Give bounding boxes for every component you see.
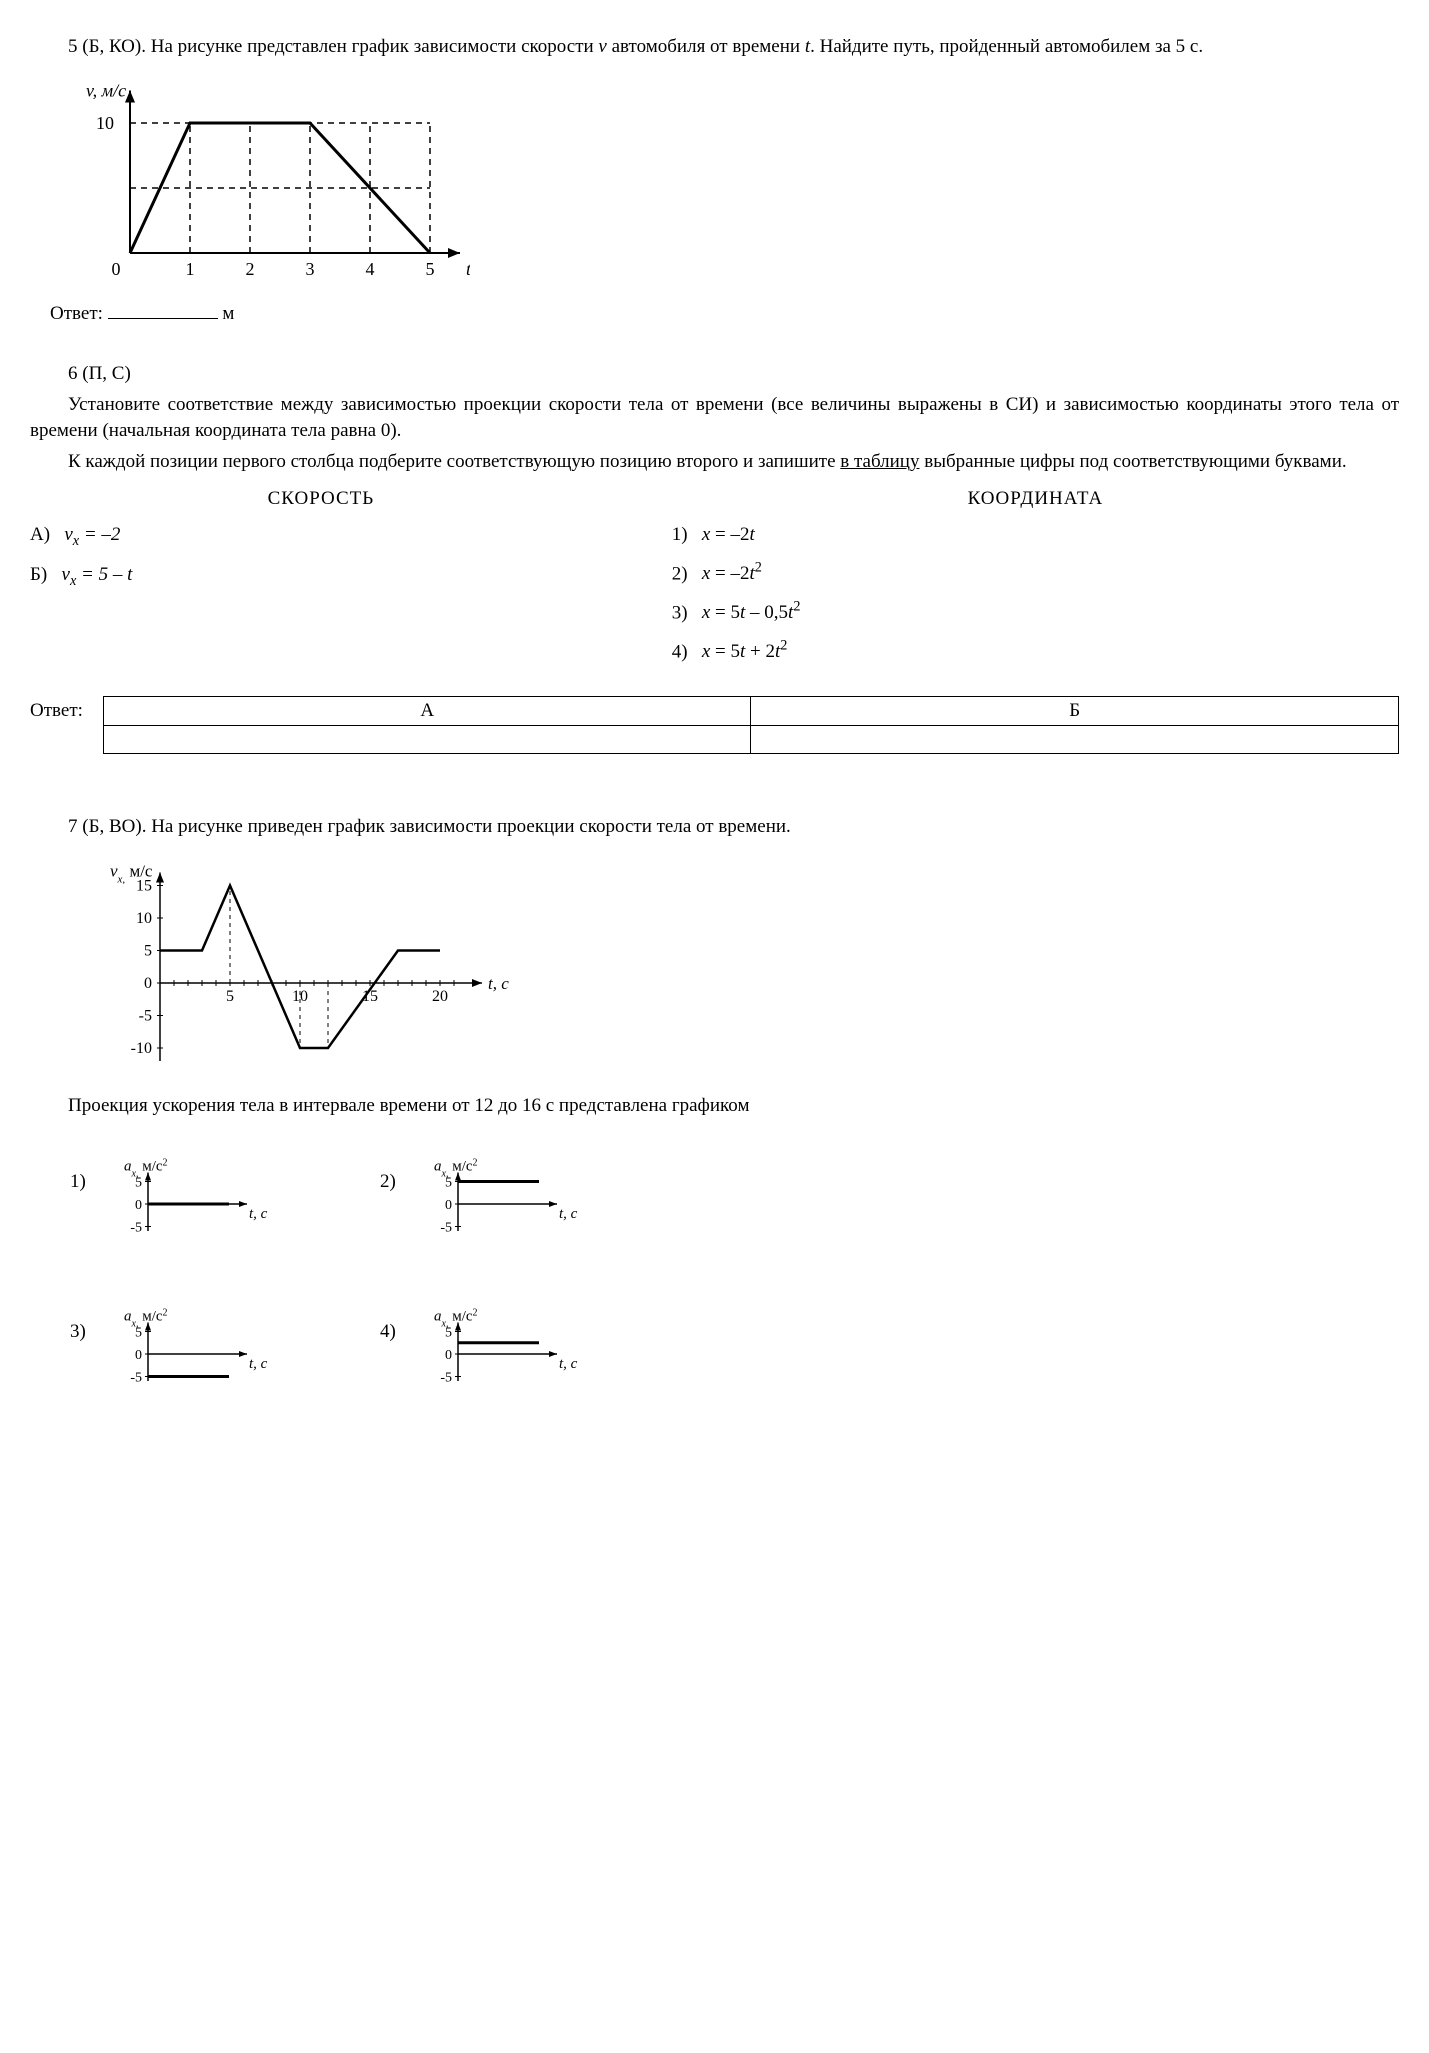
svg-text:t, с: t, с xyxy=(249,1206,268,1222)
r1-expr: x = –2t xyxy=(702,524,755,545)
svg-text:ax, м/с2: ax, м/с2 xyxy=(434,1307,478,1329)
r3-label: 3) xyxy=(672,602,688,623)
q5-answer-row: Ответ: м xyxy=(50,301,1399,328)
svg-text:5: 5 xyxy=(226,988,234,1005)
svg-text:-5: -5 xyxy=(130,1371,142,1386)
q6-text2c: выбранные цифры под соответствующими бук… xyxy=(919,451,1346,472)
r2-expr: x = –2t2 xyxy=(702,563,762,584)
q6-text2b: в таблицу xyxy=(840,451,919,472)
r3-expr: x = 5t – 0,5t2 xyxy=(702,602,801,623)
optA-expr: vx = –2 xyxy=(64,524,120,545)
svg-text:5: 5 xyxy=(144,942,152,959)
q5-answer-blank[interactable] xyxy=(108,318,218,319)
q6-answer-table-row: Ответ: А Б xyxy=(30,696,1399,755)
q7-option[interactable]: 3)-505t, сax, м/с2 xyxy=(70,1299,320,1389)
q7-heading: 7 (Б, ВО). На рисунке приведен график за… xyxy=(30,814,1399,841)
q5-heading-end: . Найдите путь, пройденный автомобилем з… xyxy=(810,36,1203,57)
q6-text1: Установите соответствие между зависимост… xyxy=(30,392,1399,445)
svg-text:0: 0 xyxy=(135,1198,142,1213)
q7-option[interactable]: 2)-505t, сax, м/с2 xyxy=(380,1149,630,1239)
r4-expr: x = 5t + 2t2 xyxy=(702,641,788,662)
svg-text:2: 2 xyxy=(246,259,255,279)
svg-text:0: 0 xyxy=(445,1198,452,1213)
svg-text:-5: -5 xyxy=(130,1221,142,1236)
svg-text:ax, м/с2: ax, м/с2 xyxy=(434,1157,478,1179)
r1-label: 1) xyxy=(672,524,688,545)
svg-text:ax, м/с2: ax, м/с2 xyxy=(124,1157,168,1179)
svg-text:ax, м/с2: ax, м/с2 xyxy=(124,1307,168,1329)
option-number: 1) xyxy=(70,1169,86,1196)
svg-text:0: 0 xyxy=(144,975,152,992)
q5-heading-after: автомобиля от времени xyxy=(607,36,805,57)
q7-question: Проекция ускорения тела в интервале врем… xyxy=(30,1093,1399,1120)
q6-left-header: СКОРОСТЬ xyxy=(30,486,612,513)
var-v: v xyxy=(598,36,606,57)
svg-text:t, с: t, с xyxy=(249,1356,268,1372)
q6-r2: 2) x = –2t2 xyxy=(672,559,1399,588)
svg-text:3: 3 xyxy=(306,259,315,279)
q6-opt-b: Б) vx = 5 – t xyxy=(30,562,612,592)
svg-text:4: 4 xyxy=(366,259,375,279)
svg-text:0: 0 xyxy=(445,1348,452,1363)
optB-expr: vx = 5 – t xyxy=(62,564,133,585)
q5-prompt: 5 (Б, КО). На рисунке представлен график… xyxy=(30,34,1399,61)
svg-text:t, с: t, с xyxy=(559,1356,578,1372)
svg-text:t, с: t, с xyxy=(466,259,470,279)
r4-label: 4) xyxy=(672,641,688,662)
svg-text:-5: -5 xyxy=(139,1007,152,1024)
svg-text:20: 20 xyxy=(432,988,448,1005)
svg-text:10: 10 xyxy=(292,988,308,1005)
q6-heading: 6 (П, С) xyxy=(30,361,1399,388)
answer-label: Ответ: xyxy=(30,696,83,725)
svg-text:t, с: t, с xyxy=(488,974,509,993)
q6-columns: СКОРОСТЬ А) vx = –2 Б) vx = 5 – t КООРДИ… xyxy=(30,486,1399,676)
q6-text2a: К каждой позиции первого столбца подбери… xyxy=(68,451,840,472)
svg-text:0: 0 xyxy=(112,259,121,279)
option-number: 4) xyxy=(380,1319,396,1346)
mini-chart: -505t, сax, м/с2 xyxy=(100,1149,270,1239)
q7-option[interactable]: 1)-505t, сax, м/с2 xyxy=(70,1149,320,1239)
r2-label: 2) xyxy=(672,563,688,584)
optA-label: А) xyxy=(30,524,50,545)
option-number: 2) xyxy=(380,1169,396,1196)
q7-options: 1)-505t, сax, м/с22)-505t, сax, м/с23)-5… xyxy=(70,1149,1399,1449)
mini-chart: -505t, сax, м/с2 xyxy=(410,1149,580,1239)
q5-chart: 1 2 3 4 5 0 10 t, с v, м/с xyxy=(40,73,1399,293)
option-number: 3) xyxy=(70,1319,86,1346)
svg-text:-5: -5 xyxy=(440,1221,452,1236)
optB-label: Б) xyxy=(30,564,47,585)
q6-r3: 3) x = 5t – 0,5t2 xyxy=(672,598,1399,627)
svg-text:-5: -5 xyxy=(440,1371,452,1386)
mini-chart: -505t, сax, м/с2 xyxy=(410,1299,580,1389)
answer-unit: м xyxy=(222,303,234,324)
svg-text:10: 10 xyxy=(96,113,114,133)
svg-text:t, с: t, с xyxy=(559,1206,578,1222)
svg-text:v, м/с: v, м/с xyxy=(86,80,126,100)
q6-opt-a: А) vx = –2 xyxy=(30,522,612,552)
mini-chart: -505t, сax, м/с2 xyxy=(100,1299,270,1389)
cell-b[interactable] xyxy=(751,726,1399,754)
svg-text:1: 1 xyxy=(186,259,195,279)
header-a: А xyxy=(103,696,751,726)
q6-r1: 1) x = –2t xyxy=(672,522,1399,549)
svg-text:0: 0 xyxy=(135,1348,142,1363)
q7-option[interactable]: 4)-505t, сax, м/с2 xyxy=(380,1299,630,1389)
q6-answer-table: А Б xyxy=(103,696,1399,755)
q7-chart: 5101520-10-5051015t, сvx, м/с xyxy=(70,853,1399,1073)
q6-text2: К каждой позиции первого столбца подбери… xyxy=(30,449,1399,476)
q6-r4: 4) x = 5t + 2t2 xyxy=(672,637,1399,666)
svg-text:-10: -10 xyxy=(131,1040,152,1057)
svg-text:5: 5 xyxy=(426,259,435,279)
answer-label: Ответ: xyxy=(50,303,103,324)
table-row xyxy=(103,726,1398,754)
header-b: Б xyxy=(751,696,1399,726)
cell-a[interactable] xyxy=(103,726,751,754)
table-row: А Б xyxy=(103,696,1398,726)
q5-heading-part: 5 (Б, КО). На рисунке представлен график… xyxy=(68,36,598,57)
q6-right-header: КООРДИНАТА xyxy=(672,486,1399,513)
svg-text:10: 10 xyxy=(136,910,152,927)
